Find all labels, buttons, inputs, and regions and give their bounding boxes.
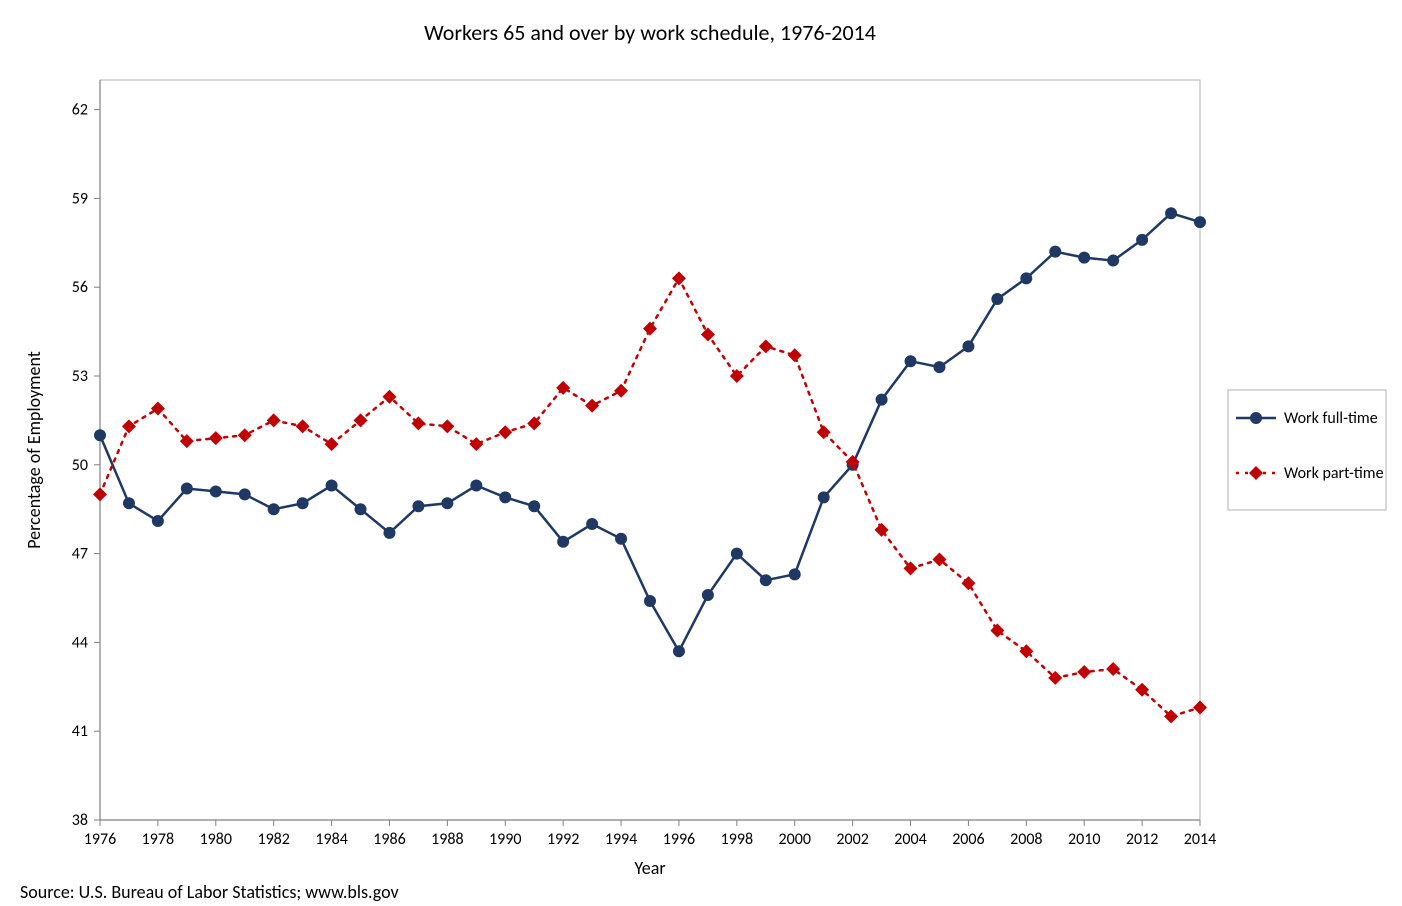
series-marker-full_time — [499, 491, 511, 503]
x-tick-label: 2002 — [836, 830, 868, 849]
series-marker-full_time — [586, 518, 598, 530]
x-tick-label: 1988 — [431, 830, 463, 849]
chart-title: Workers 65 and over by work schedule, 19… — [424, 19, 876, 46]
x-tick-label: 1998 — [721, 830, 753, 849]
series-marker-full_time — [789, 568, 801, 580]
legend-label-full_time: Work full-time — [1284, 409, 1378, 428]
series-marker-full_time — [181, 482, 193, 494]
series-marker-full_time — [152, 515, 164, 527]
series-marker-full_time — [326, 480, 338, 492]
y-tick-label: 50 — [72, 456, 88, 475]
series-marker-full_time — [528, 500, 540, 512]
legend-marker-full_time — [1250, 412, 1262, 424]
series-marker-full_time — [962, 340, 974, 352]
chart-bg — [0, 0, 1402, 906]
series-marker-full_time — [702, 589, 714, 601]
x-tick-label: 1978 — [142, 830, 174, 849]
legend-label-part_time: Work part-time — [1284, 464, 1384, 483]
x-tick-label: 1980 — [200, 830, 232, 849]
series-marker-full_time — [933, 361, 945, 373]
series-marker-full_time — [991, 293, 1003, 305]
x-tick-label: 2004 — [894, 830, 926, 849]
series-marker-full_time — [123, 497, 135, 509]
series-marker-full_time — [673, 645, 685, 657]
y-tick-label: 53 — [72, 367, 88, 386]
x-axis-label: Year — [634, 857, 665, 879]
series-marker-full_time — [1020, 272, 1032, 284]
series-marker-full_time — [905, 355, 917, 367]
series-marker-full_time — [1165, 207, 1177, 219]
source-text: Source: U.S. Bureau of Labor Statistics;… — [20, 881, 399, 903]
y-tick-label: 59 — [72, 189, 88, 208]
x-tick-label: 2008 — [1010, 830, 1042, 849]
x-tick-label: 1976 — [84, 830, 116, 849]
series-marker-full_time — [383, 527, 395, 539]
x-tick-label: 1996 — [663, 830, 695, 849]
series-marker-full_time — [731, 548, 743, 560]
x-tick-label: 2000 — [779, 830, 811, 849]
y-axis-label: Percentage of Employment — [23, 351, 45, 549]
chart-container: 38 41 44 47 50 53 56 59 62 1976 1978 1980 1982 1984 19… — [0, 0, 1402, 906]
series-marker-full_time — [355, 503, 367, 515]
x-tick-label: 2006 — [952, 830, 984, 849]
series-marker-full_time — [268, 503, 280, 515]
series-marker-full_time — [441, 497, 453, 509]
series-marker-full_time — [1078, 252, 1090, 264]
chart-svg: 38 41 44 47 50 53 56 59 62 1976 1978 1980 1982 1984 19… — [0, 0, 1402, 906]
series-marker-full_time — [470, 480, 482, 492]
series-marker-full_time — [297, 497, 309, 509]
series-marker-full_time — [1107, 255, 1119, 267]
x-tick-label: 1982 — [257, 830, 289, 849]
series-marker-full_time — [644, 595, 656, 607]
y-tick-label: 38 — [72, 811, 88, 830]
series-marker-full_time — [615, 533, 627, 545]
series-marker-full_time — [1049, 246, 1061, 258]
x-tick-label: 1994 — [605, 830, 637, 849]
legend-box — [1228, 390, 1386, 510]
y-tick-label: 41 — [72, 722, 88, 741]
y-tick-label: 56 — [72, 278, 88, 297]
series-marker-full_time — [557, 536, 569, 548]
y-tick-label: 44 — [72, 633, 88, 652]
x-tick-label: 1984 — [315, 830, 347, 849]
x-tick-label: 1992 — [547, 830, 579, 849]
series-marker-full_time — [412, 500, 424, 512]
x-tick-label: 2010 — [1068, 830, 1100, 849]
x-tick-label: 1990 — [489, 830, 521, 849]
y-tick-label: 62 — [72, 101, 88, 120]
series-marker-full_time — [210, 485, 222, 497]
x-tick-label: 2012 — [1126, 830, 1158, 849]
series-marker-full_time — [94, 429, 106, 441]
series-marker-full_time — [239, 488, 251, 500]
series-marker-full_time — [1194, 216, 1206, 228]
series-marker-full_time — [818, 491, 830, 503]
x-tick-label: 2014 — [1184, 830, 1216, 849]
series-marker-full_time — [876, 394, 888, 406]
x-tick-label: 1986 — [373, 830, 405, 849]
series-marker-full_time — [760, 574, 772, 586]
series-marker-full_time — [1136, 234, 1148, 246]
y-tick-label: 47 — [72, 545, 88, 564]
